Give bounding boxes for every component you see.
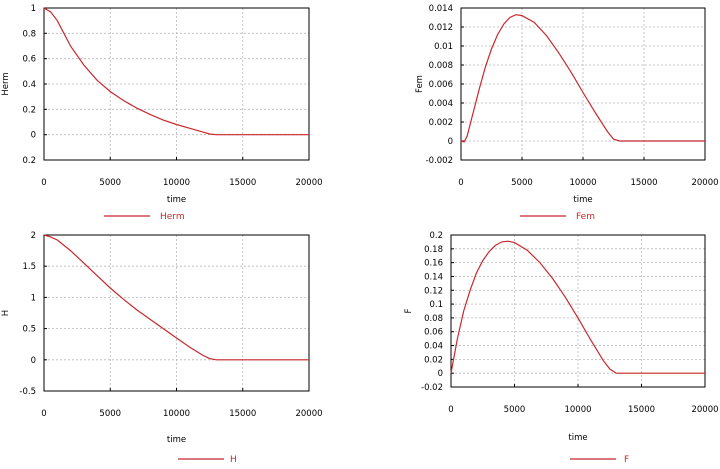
chart-3-series-line xyxy=(43,234,309,361)
chart-2-xlabel: time xyxy=(573,195,592,205)
chart-4-series-line xyxy=(450,240,705,374)
chart-3-ytick-label: 0 xyxy=(31,356,36,366)
chart-2-xtick-label: 15000 xyxy=(630,178,657,188)
chart-2-ytick-label: 0.006 xyxy=(429,80,453,90)
chart-2-ytick-label: 0 xyxy=(448,137,453,147)
chart-4-ytick-label: 0.06 xyxy=(424,328,443,338)
chart-4-xtick-label: 20000 xyxy=(691,405,718,415)
chart-4-ytick-label: 0.1 xyxy=(429,300,443,310)
chart-4-ytick-label: 0.12 xyxy=(424,286,443,296)
chart-2-xtick-label: 10000 xyxy=(569,178,596,188)
chart-1-ytick-label: 0.2 xyxy=(22,156,36,166)
chart-2-ytick-label: 0.008 xyxy=(429,61,453,71)
chart-3-xtick-label: 20000 xyxy=(295,409,322,419)
chart-2-ylabel: Fem xyxy=(415,75,425,93)
chart-1-ytick-label: 1 xyxy=(31,4,36,14)
chart-1-ytick-label: 0.6 xyxy=(22,55,36,65)
chart-2-ytick-label: -0.002 xyxy=(426,156,453,166)
chart-4-ytick-label: 0.14 xyxy=(424,272,443,282)
chart-3-ytick-label: 1 xyxy=(31,293,36,303)
chart-1-series-line xyxy=(43,7,309,136)
chart-4-ytick-label: 0.18 xyxy=(424,245,443,255)
chart-1-xtick-label: 10000 xyxy=(163,178,190,188)
chart-1-xtick-label: 5000 xyxy=(99,178,121,188)
chart-1-ytick-label: 0.4 xyxy=(22,80,36,90)
chart-2-legend-label: Fem xyxy=(576,212,595,222)
chart-3-xtick-label: 15000 xyxy=(229,409,256,419)
chart-2-ytick-label: 0.01 xyxy=(434,42,453,52)
chart-3-ytick-label: 2 xyxy=(31,231,36,241)
chart-1-xtick-label: 15000 xyxy=(229,178,256,188)
chart-4-legend-label: F xyxy=(624,455,629,465)
chart-3-ytick-label: -0.5 xyxy=(19,387,36,397)
chart-1-ytick-label: 0.8 xyxy=(22,29,36,39)
chart-1-xlabel: time xyxy=(167,195,186,205)
chart-2-xtick-label: 0 xyxy=(458,178,463,188)
chart-1-legend-label: Herm xyxy=(160,212,185,222)
chart-3-ylabel: H xyxy=(1,310,11,316)
chart-4-ylabel: F xyxy=(404,308,414,313)
chart-3-xlabel: time xyxy=(167,435,186,445)
chart-4-xtick-label: 15000 xyxy=(628,405,655,415)
chart-1-xtick-label: 0 xyxy=(41,178,46,188)
chart-3-xtick-label: 0 xyxy=(41,409,46,419)
chart-4-ytick-label: 0.16 xyxy=(424,259,443,269)
chart-4-ytick-label: 0.04 xyxy=(424,342,443,352)
chart-1-ytick-label: 0 xyxy=(31,131,36,141)
chart-3-xtick-label: 10000 xyxy=(163,409,190,419)
chart-4-ytick-label: 0.02 xyxy=(424,355,443,365)
chart-3-ytick-label: 0.5 xyxy=(22,325,36,335)
chart-1-ytick-label: 0.2 xyxy=(22,105,36,115)
chart-4-xtick-label: 5000 xyxy=(504,405,526,415)
chart-2-xtick-label: 20000 xyxy=(691,178,718,188)
chart-2-series-line xyxy=(460,14,705,143)
chart-4-ytick-label: 0.2 xyxy=(429,231,443,241)
chart-4-xtick-label: 0 xyxy=(448,405,453,415)
chart-2-ytick-label: 0.012 xyxy=(429,23,453,33)
chart-2-ytick-label: 0.004 xyxy=(429,99,453,109)
chart-3-xtick-label: 5000 xyxy=(99,409,121,419)
chart-3-legend-label: H xyxy=(230,455,237,465)
chart-2-ytick-label: 0.014 xyxy=(429,4,453,14)
chart-2-xtick-label: 5000 xyxy=(511,178,533,188)
chart-4-xtick-label: 10000 xyxy=(564,405,591,415)
chart-1-xtick-label: 20000 xyxy=(295,178,322,188)
chart-4-ytick-label: 0.08 xyxy=(424,314,443,324)
chart-4-ytick-label: -0.02 xyxy=(421,383,443,393)
chart-4-ytick-label: 0 xyxy=(438,369,443,379)
chart-2-ytick-label: 0.002 xyxy=(429,118,453,128)
chart-1-ylabel: Herm xyxy=(1,72,11,95)
chart-3-ytick-label: 1.5 xyxy=(22,262,36,272)
chart-4-xlabel: time xyxy=(568,433,587,443)
